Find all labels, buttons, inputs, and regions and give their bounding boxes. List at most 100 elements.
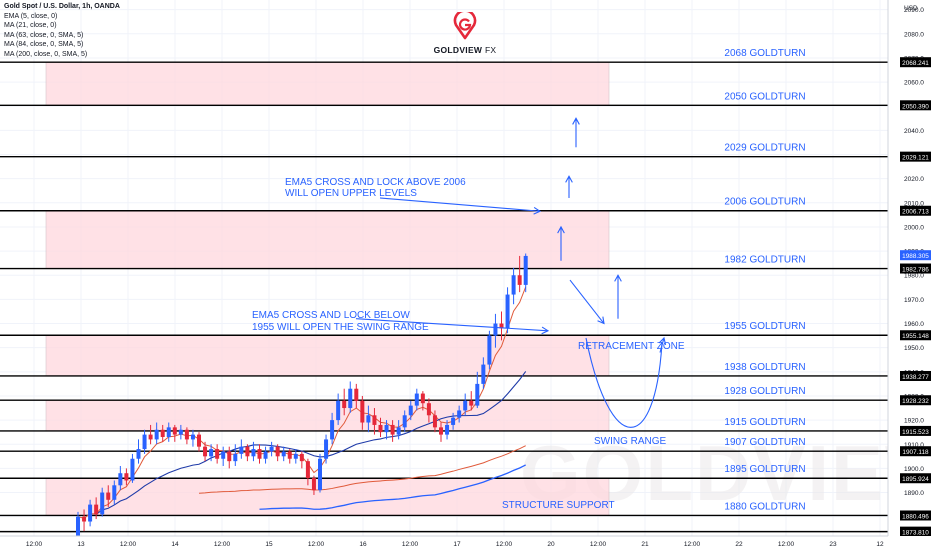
candle-body <box>106 492 111 500</box>
price-tick-label: 1900.0 <box>904 466 924 473</box>
price-level-tag-bg <box>900 425 931 436</box>
candle-body <box>172 427 177 435</box>
price-level-tag-bg <box>900 57 931 68</box>
candle-body <box>445 424 450 435</box>
indicator-ema5: EMA (5, close, 0) <box>4 12 58 20</box>
price-level-tag: 1938.277 <box>902 374 929 381</box>
time-tick-label: 14 <box>171 541 179 548</box>
candle-body <box>269 446 274 452</box>
candle-body <box>318 458 322 491</box>
indicator-ma21: MA (21, close, 0) <box>4 22 57 29</box>
annotation-swing: SWING RANGE <box>594 436 667 447</box>
candle-body <box>148 434 153 440</box>
candle-body <box>305 461 310 479</box>
current-price-tag: 1988.305 <box>902 253 929 260</box>
price-level-tag-bg <box>900 526 931 537</box>
price-level-tag-bg <box>900 100 931 111</box>
zone-rect <box>45 210 610 269</box>
price-level-tag: 1873.810 <box>902 530 929 537</box>
candle-body <box>390 424 395 435</box>
price-tick-label: 2010.0 <box>904 200 924 207</box>
candle-body <box>160 429 165 438</box>
projection-arrows <box>355 117 667 428</box>
price-level-tag-bg <box>900 330 931 341</box>
price-level-tag-bg <box>900 395 931 406</box>
time-tick-label: 12:00 <box>684 541 701 548</box>
price-tick-label: 1960.0 <box>904 321 924 328</box>
candle-body <box>451 417 456 425</box>
candle-body <box>324 439 329 459</box>
candle-body <box>100 492 105 515</box>
candle-body <box>233 453 238 462</box>
candle-body <box>76 516 80 536</box>
candle-body <box>197 434 201 447</box>
time-tick-label: 16 <box>359 541 367 548</box>
candle-body <box>426 403 431 416</box>
candle-body <box>396 427 401 435</box>
price-level-tag-bg <box>900 205 931 216</box>
price-axis-bg <box>888 0 932 550</box>
candle-body <box>130 458 135 481</box>
time-tick-label: 12:00 <box>120 541 137 548</box>
candle-body <box>299 453 304 462</box>
price-level-tag: 2006.713 <box>902 209 929 216</box>
goldview-logo-icon <box>453 9 477 40</box>
annotation-lower-1: EMA5 CROSS AND LOCK BELOW <box>252 310 410 321</box>
candle-body <box>487 335 492 365</box>
candle-body <box>287 451 292 459</box>
zone-rect <box>45 334 610 377</box>
indicator-ma84: MA (84, close, 0, SMA, 5) <box>4 41 84 48</box>
candle-body <box>336 400 341 421</box>
price-tick-label: 2060.0 <box>904 80 924 87</box>
time-tick-label: 12:00 <box>496 541 513 548</box>
time-tick-label: 12:00 <box>308 541 325 548</box>
candle-body <box>239 446 244 454</box>
candle-body <box>221 451 226 459</box>
time-tick-label: 21 <box>641 541 649 548</box>
indicator-ma63: MA (63, close, 0, SMA, 5) <box>4 31 84 39</box>
candle-body <box>142 434 147 450</box>
candle-body <box>209 449 214 457</box>
annotation-retracement: RETRACEMENT ZONE <box>578 341 685 352</box>
time-tick-label: 12 <box>876 541 884 548</box>
price-axis-currency: USD <box>904 5 918 12</box>
candle-body <box>481 364 486 384</box>
candle-body <box>190 434 195 440</box>
candle-body <box>463 400 468 411</box>
price-tick-label: 2000.0 <box>904 224 924 231</box>
candle-body <box>118 473 123 486</box>
goldturn-label: 1955 GOLDTURN <box>724 321 805 332</box>
arrow-annot-upper <box>379 197 541 212</box>
arrow-up-2006-head <box>557 225 565 234</box>
candle-body <box>475 383 480 406</box>
chart-legend: Gold Spot / U.S. Dollar, 1h, OANDA EMA (… <box>4 2 120 59</box>
candle-body <box>457 410 462 418</box>
price-level-tag: 1895.924 <box>902 476 929 483</box>
goldview-logo: GOLDVIEW FX <box>420 9 510 55</box>
candle-body <box>402 415 407 428</box>
goldturn-label: 1880 GOLDTURN <box>724 501 805 512</box>
candle-body <box>245 446 250 457</box>
swing-curve-head <box>659 337 665 353</box>
price-tick-label: 1950.0 <box>904 345 924 352</box>
price-axis: USD1880.01890.01900.01910.01920.01930.01… <box>887 0 932 550</box>
candles <box>76 253 528 541</box>
arrow-up-2050-head <box>572 117 580 125</box>
goldturn-label: 1982 GOLDTURN <box>724 255 805 266</box>
candle-body <box>420 393 425 404</box>
price-level-tag: 1880.496 <box>902 513 929 520</box>
candle-body <box>281 451 286 457</box>
candle-body <box>505 294 510 329</box>
candle-body <box>251 449 256 457</box>
price-tick-label: 1920.0 <box>904 418 924 425</box>
candle-body <box>257 449 262 459</box>
candle-body <box>88 504 93 522</box>
goldturn-label: 2029 GOLDTURN <box>724 143 805 154</box>
candle-body <box>414 393 419 406</box>
candle-body <box>184 429 189 440</box>
candle-body <box>469 400 474 406</box>
price-level-tag: 1982.786 <box>902 267 929 274</box>
time-tick-label: 12:00 <box>402 541 419 548</box>
